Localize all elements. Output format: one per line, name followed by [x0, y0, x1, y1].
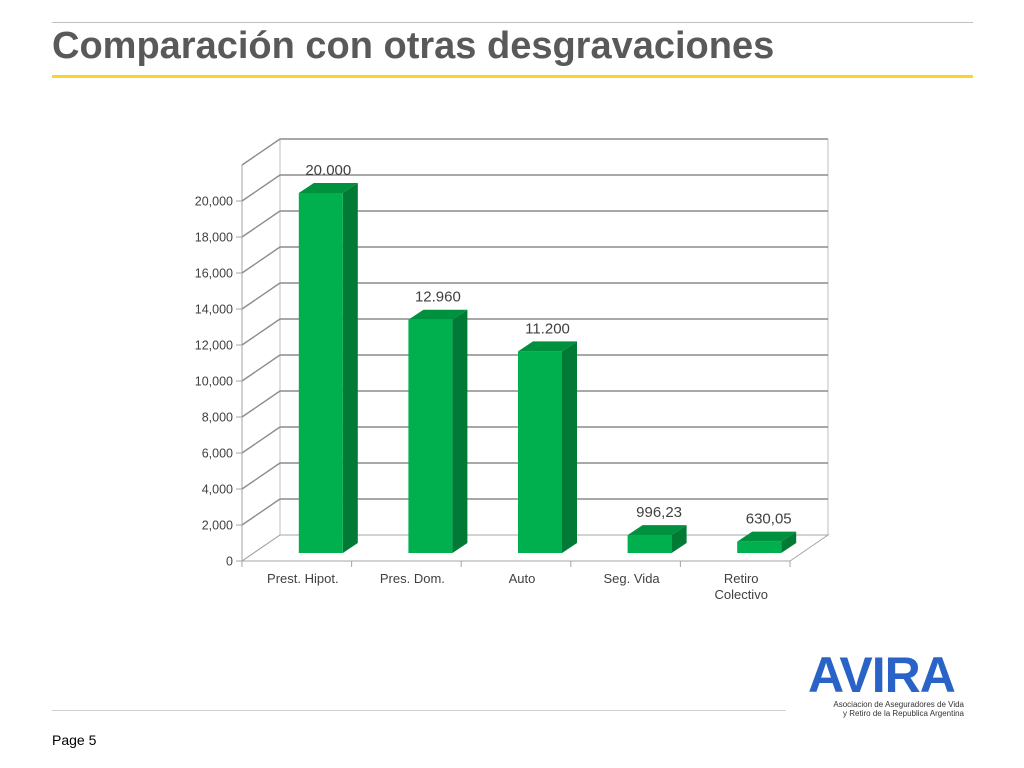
page-title: Comparación con otras desgravaciones — [52, 25, 775, 67]
logo-wordmark: AVIRA — [808, 647, 956, 703]
x-category-label: Auto — [509, 571, 536, 586]
gridline — [241, 318, 828, 346]
y-tick-label: 12,000 — [195, 339, 233, 353]
y-tick-label: 10,000 — [195, 375, 233, 389]
gridline — [241, 210, 828, 238]
bar — [627, 535, 672, 553]
bar-side — [781, 531, 797, 553]
data-label: 20.000 — [305, 162, 351, 179]
bar — [737, 541, 782, 553]
bar-side — [562, 341, 577, 553]
gridline — [241, 426, 828, 454]
bar-side — [342, 183, 358, 553]
bar-top — [627, 525, 687, 536]
bar — [298, 193, 343, 553]
gridline — [241, 246, 828, 274]
gridline — [241, 138, 828, 166]
y-tick-label: 2,000 — [202, 519, 233, 533]
data-label: 12.960 — [415, 289, 461, 306]
logo-subtitle: Asociacion de Aseguradores de Vida y Ret… — [796, 700, 964, 718]
y-tick-label: 20,000 — [195, 195, 233, 209]
logo-subtitle-line2: y Retiro de la Republica Argentina — [843, 709, 964, 718]
gridline — [241, 390, 828, 418]
bar — [518, 351, 562, 553]
title-underline — [52, 75, 973, 78]
data-label: 630,05 — [746, 511, 792, 528]
data-label: 996,23 — [636, 504, 682, 521]
y-tick-label: 0 — [226, 555, 233, 569]
bar-top — [408, 309, 468, 320]
bar-top — [298, 183, 358, 193]
y-tick-label: 14,000 — [195, 303, 233, 317]
y-tick-label: 18,000 — [195, 231, 233, 245]
y-tick-label: 4,000 — [202, 483, 233, 497]
gridline — [241, 498, 828, 526]
x-category-label: Pres. Dom. — [380, 571, 445, 586]
top-rule — [52, 22, 973, 23]
logo-subtitle-line1: Asociacion de Aseguradores de Vida — [833, 700, 964, 709]
gridline — [241, 282, 828, 310]
data-label: 11.200 — [525, 320, 570, 337]
bar-top — [518, 341, 577, 352]
bar-top — [737, 531, 797, 542]
footer-rule — [52, 710, 786, 711]
bar-side — [671, 525, 687, 553]
x-category-label: Retiro — [724, 571, 759, 586]
y-tick-label: 6,000 — [202, 447, 233, 461]
gridline — [241, 462, 828, 490]
chart-floor — [240, 534, 830, 562]
y-tick-label: 16,000 — [195, 267, 233, 281]
gridline — [241, 354, 828, 382]
gridline — [241, 174, 828, 202]
bar — [408, 319, 453, 553]
x-category-label: Prest. Hipot. — [267, 571, 339, 586]
x-category-label: Colectivo — [714, 587, 767, 602]
bar-side — [452, 309, 468, 553]
avira-logo: AVIRA Asociacion de Aseguradores de Vida… — [796, 648, 966, 720]
y-tick-label: 8,000 — [202, 411, 233, 425]
x-category-label: Seg. Vida — [604, 571, 661, 586]
page-number: Page 5 — [52, 732, 97, 748]
